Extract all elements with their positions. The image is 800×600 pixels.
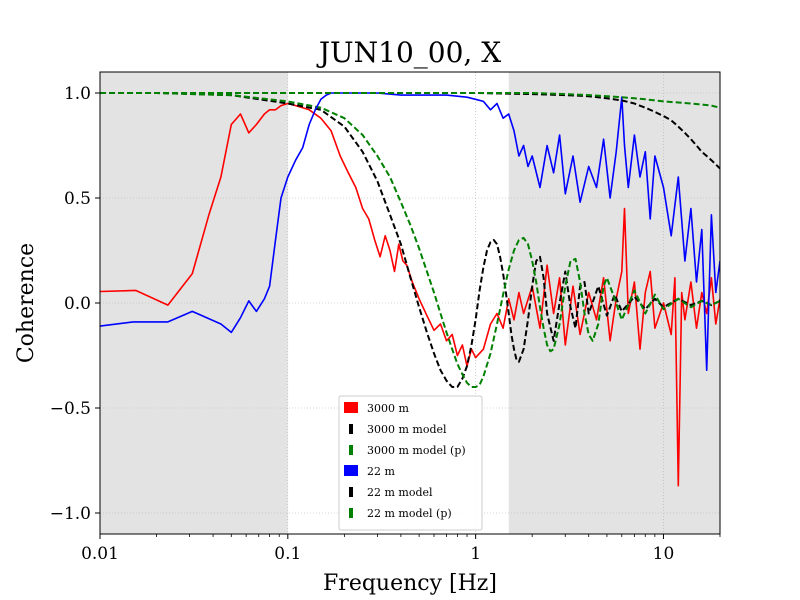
series-line-5: [100, 92, 720, 170]
axis-ticks: 0.01 0.1 1 10 −1.0 −0.5 0.0 0.5 1.0: [50, 84, 721, 564]
y-tick-label: 0.5: [64, 189, 91, 209]
y-tick-label: 1.0: [64, 84, 91, 104]
series-line-3: [100, 92, 720, 388]
legend-swatch: [344, 402, 358, 413]
x-tick-label: 1: [470, 544, 481, 564]
legend-label: 3000 m: [367, 402, 409, 415]
y-tick-label: 0.0: [64, 294, 91, 314]
legend-swatch: [349, 508, 353, 518]
legend-label: 22 m model (p): [367, 507, 452, 520]
y-axis-label: Coherence: [14, 243, 39, 363]
series-line-2: [100, 92, 720, 388]
x-axis-label: Frequency [Hz]: [323, 571, 497, 596]
y-tick-label: −1.0: [50, 504, 91, 524]
chart-title: JUN10_00, X: [316, 36, 501, 69]
x-tick-label: 0.1: [274, 544, 301, 564]
legend-swatch: [349, 487, 353, 497]
legend-swatch: [344, 465, 358, 476]
legend-label: 22 m: [367, 465, 395, 478]
x-tick-label: 10: [653, 544, 675, 564]
x-tick-label: 0.01: [81, 544, 119, 564]
legend-swatch: [349, 445, 353, 455]
y-tick-label: −0.5: [50, 399, 91, 419]
series-line-4: [100, 92, 720, 371]
series-line-6: [100, 92, 720, 109]
legend: 3000 m 3000 m model 3000 m model (p) 22 m 22…: [338, 395, 483, 531]
legend-label: 3000 m model (p): [367, 444, 466, 457]
series-group: [100, 92, 720, 487]
legend-label: 22 m model: [367, 486, 433, 499]
legend-swatch: [349, 424, 353, 434]
legend-label: 3000 m model: [367, 423, 447, 436]
legend-box: [338, 395, 483, 531]
